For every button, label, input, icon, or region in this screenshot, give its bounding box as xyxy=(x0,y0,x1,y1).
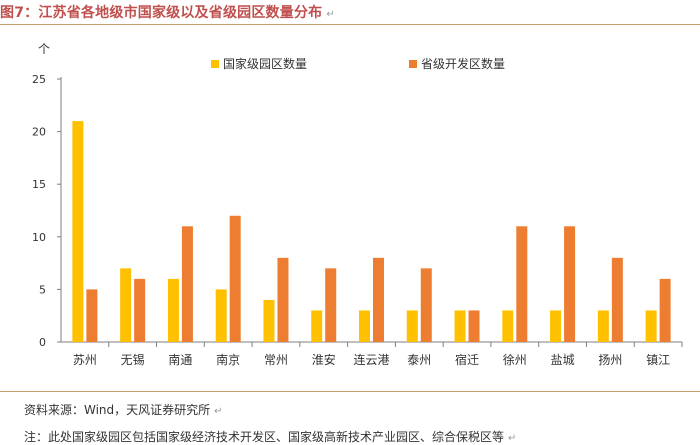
x-tick-label: 无锡 xyxy=(121,352,145,367)
bar-national xyxy=(311,310,323,342)
x-tick-label: 扬州 xyxy=(598,352,622,367)
y-tick-label: 10 xyxy=(32,231,46,244)
pilcrow-mark: ↵ xyxy=(508,433,517,444)
x-tick-label: 南通 xyxy=(168,352,192,367)
y-tick-label: 5 xyxy=(39,283,46,296)
pilcrow-mark: ↵ xyxy=(214,406,223,417)
x-tick-label: 南京 xyxy=(216,352,240,367)
bar-national xyxy=(550,310,562,342)
source-text: 资料来源：Wind，天风证券研究所 xyxy=(24,403,211,417)
bar-provincial xyxy=(659,278,671,342)
bar-provincial xyxy=(277,257,289,342)
legend-label: 省级开发区数量 xyxy=(421,56,505,71)
bottom-divider xyxy=(0,391,700,392)
y-axis: 个 0 5 10 15 20 25 xyxy=(32,42,62,349)
bar-national xyxy=(72,121,84,342)
y-tick-label: 15 xyxy=(32,178,46,191)
bar-provincial xyxy=(86,289,98,342)
bar-provincial xyxy=(516,226,528,342)
footnote-text: 注：此处国家级园区包括国家级经济技术开发区、国家级高新技术产业园区、综合保税区等 xyxy=(24,430,505,444)
bar-national xyxy=(263,299,275,342)
legend-swatch xyxy=(211,60,219,68)
legend: 国家级园区数量 省级开发区数量 xyxy=(211,56,505,71)
figure-title-text: 图7：江苏省各地级市国家级以及省级园区数量分布 xyxy=(0,5,323,21)
bar-provincial xyxy=(325,268,337,342)
x-tick-label: 徐州 xyxy=(503,352,527,367)
bar-provincial xyxy=(420,268,432,342)
figure-title: 图7：江苏省各地级市国家级以及省级园区数量分布 ↵ xyxy=(0,2,335,22)
bar-national xyxy=(120,268,132,342)
y-tick-label: 20 xyxy=(32,126,46,139)
bar-provincial xyxy=(229,215,241,342)
bar-provincial xyxy=(564,226,576,342)
bar-provincial xyxy=(181,226,193,342)
bar-provincial xyxy=(468,310,480,342)
x-tick-label: 淮安 xyxy=(312,352,336,367)
title-divider xyxy=(0,24,700,25)
source-note: 资料来源：Wind，天风证券研究所 ↵ xyxy=(24,401,223,418)
bar-national xyxy=(597,310,609,342)
bar-national xyxy=(502,310,514,342)
x-tick-label: 泰州 xyxy=(407,353,431,367)
x-tick-label: 常州 xyxy=(264,353,288,367)
x-tick-label: 镇江 xyxy=(646,353,670,367)
footnote: 注：此处国家级园区包括国家级经济技术开发区、国家级高新技术产业园区、综合保税区等… xyxy=(24,428,516,445)
x-tick-label: 苏州 xyxy=(73,353,97,367)
bars xyxy=(72,121,671,342)
bar-provincial xyxy=(611,257,623,342)
x-tick-label: 宿迁 xyxy=(455,352,479,367)
x-axis: 苏州 无锡 南通 南京 常州 淮安 连云港 泰州 宿迁 徐州 盐城 扬州 镇江 xyxy=(61,341,683,367)
bar-national xyxy=(645,310,657,342)
y-axis-unit-label: 个 xyxy=(38,42,50,56)
legend-swatch xyxy=(409,60,417,68)
x-tick-label: 盐城 xyxy=(551,353,575,367)
bar-provincial xyxy=(373,257,384,342)
legend-label: 国家级园区数量 xyxy=(223,56,307,71)
bar-national xyxy=(454,310,466,342)
pilcrow-mark: ↵ xyxy=(326,9,335,20)
bar-provincial xyxy=(134,278,146,342)
x-tick-label: 连云港 xyxy=(353,352,389,367)
bar-national xyxy=(215,289,227,342)
y-tick-label: 25 xyxy=(32,73,46,86)
bar-national xyxy=(359,310,370,342)
bar-national xyxy=(406,310,418,342)
y-tick-label: 0 xyxy=(39,336,46,349)
bar-national xyxy=(167,278,179,342)
